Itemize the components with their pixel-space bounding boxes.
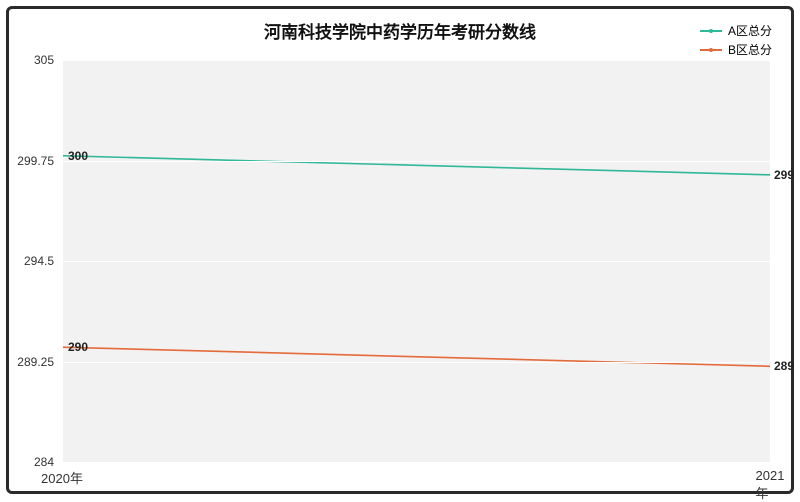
y-tick-label: 289.25 (17, 355, 62, 369)
grid-line-h (62, 261, 770, 262)
point-label: 300 (68, 149, 88, 163)
chart-title: 河南科技学院中药学历年考研分数线 (0, 18, 800, 43)
x-tick-label: 2020年 (41, 462, 83, 487)
legend-label-a: A区总分 (728, 22, 772, 39)
legend: A区总分 B区总分 (700, 22, 772, 60)
legend-item-b: B区总分 (700, 41, 772, 58)
legend-swatch-b (700, 49, 722, 51)
point-label: 289 (774, 359, 794, 373)
grid-line-h (62, 462, 770, 463)
point-label: 299 (774, 168, 794, 182)
legend-label-b: B区总分 (728, 41, 772, 58)
grid-line-h (62, 362, 770, 363)
plot-area: 284289.25294.5299.753052020年2021年3002992… (62, 60, 770, 462)
grid-line-h (62, 60, 770, 61)
legend-swatch-a (700, 30, 722, 32)
y-tick-label: 305 (34, 53, 62, 67)
point-label: 290 (68, 340, 88, 354)
y-tick-label: 294.5 (24, 254, 62, 268)
grid-line-v (62, 60, 63, 462)
x-tick-label: 2021年 (756, 462, 785, 502)
chart-container: 河南科技学院中药学历年考研分数线 A区总分 B区总分 284289.25294.… (0, 0, 800, 500)
y-tick-label: 299.75 (17, 154, 62, 168)
legend-item-a: A区总分 (700, 22, 772, 39)
grid-line-v (770, 60, 771, 462)
grid-line-h (62, 161, 770, 162)
